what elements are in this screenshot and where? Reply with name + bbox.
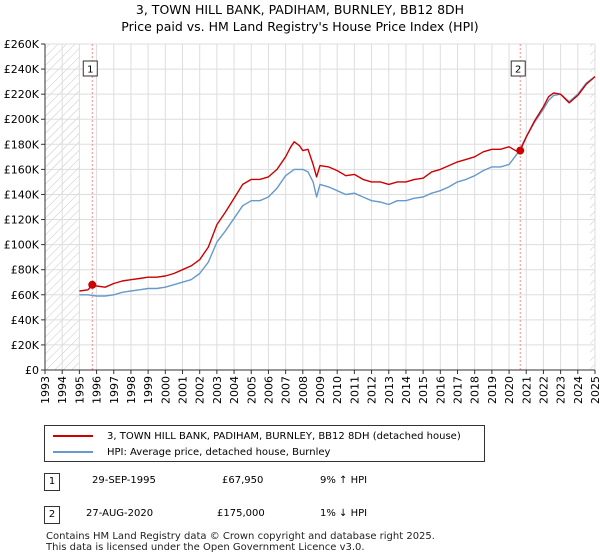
x-tick-label: 2024 xyxy=(572,376,585,404)
y-tick-label: £180K xyxy=(4,138,40,151)
y-tick-label: £140K xyxy=(4,188,40,201)
y-tick-label: £60K xyxy=(11,289,40,302)
x-tick-label: 2023 xyxy=(555,376,568,404)
y-tick-label: £200K xyxy=(4,113,40,126)
y-tick-label: £40K xyxy=(11,314,40,327)
y-tick-label: £260K xyxy=(4,38,40,51)
sale-price: £67,950 xyxy=(222,475,264,486)
x-tick-label: 2013 xyxy=(383,376,396,404)
sale-marker-label: 2 xyxy=(44,506,60,524)
x-tick-label: 2014 xyxy=(400,376,413,404)
chart-subtitle: Price paid vs. HM Land Registry's House … xyxy=(121,19,479,34)
y-tick-label: £20K xyxy=(11,339,40,352)
x-tick-label: 2019 xyxy=(486,376,499,404)
x-tick-label: 2010 xyxy=(331,376,344,404)
footer-line-1: Contains HM Land Registry data © Crown c… xyxy=(46,531,435,542)
legend-item-hpi: HPI: Average price, detached house, Burn… xyxy=(53,445,330,459)
sale-label: 1 xyxy=(87,65,93,76)
x-tick-label: 2001 xyxy=(177,376,190,404)
sale-row: 1 29-SEP-1995 £67,950 9% ↑ HPI xyxy=(0,473,600,495)
legend-label-property: 3, TOWN HILL BANK, PADIHAM, BURNLEY, BB1… xyxy=(107,430,461,442)
x-tick-label: 2000 xyxy=(159,376,172,404)
sale-label-box xyxy=(82,60,98,77)
x-tick-label: 2012 xyxy=(366,376,379,404)
no-data-region xyxy=(590,44,595,370)
y-tick-label: £100K xyxy=(4,239,40,252)
x-tick-label: 1995 xyxy=(73,376,86,404)
sale-point xyxy=(516,146,525,155)
chart-legend: 3, TOWN HILL BANK, PADIHAM, BURNLEY, BB1… xyxy=(44,425,485,462)
x-tick-label: 2022 xyxy=(537,376,550,404)
price-chart: 1 2 £0 £20K £40K £60K £80K £100K £120K £140K £160… xyxy=(4,38,600,404)
chart-title: 3, TOWN HILL BANK, PADIHAM, BURNLEY, BB1… xyxy=(135,2,465,17)
y-tick-label: £220K xyxy=(4,88,40,101)
y-tick-label: £120K xyxy=(4,214,40,227)
y-tick-label: £160K xyxy=(4,163,40,176)
x-tick-label: 2002 xyxy=(194,376,207,404)
sale-price: £175,000 xyxy=(217,508,265,519)
y-tick-label: £0 xyxy=(25,364,39,377)
sale-label-box xyxy=(510,60,526,77)
legend-item-property: 3, TOWN HILL BANK, PADIHAM, BURNLEY, BB1… xyxy=(53,429,461,443)
x-tick-label: 2008 xyxy=(297,376,310,404)
x-tick-label: 2021 xyxy=(520,376,533,404)
x-tick-label: 1998 xyxy=(125,376,138,404)
sale-marker-label: 1 xyxy=(44,473,60,491)
y-tick-label: £80K xyxy=(11,264,40,277)
x-tick-label: 2018 xyxy=(469,376,482,404)
x-tick-label: 2006 xyxy=(262,376,275,404)
x-tick-label: 2004 xyxy=(228,376,241,404)
y-tick-label: £240K xyxy=(4,63,40,76)
x-tick-label: 2025 xyxy=(589,376,600,404)
sale-date: 29-SEP-1995 xyxy=(92,475,156,486)
x-tick-label: 2017 xyxy=(452,376,465,404)
sale-hpi-diff: 9% ↑ HPI xyxy=(320,475,368,486)
footer: Contains HM Land Registry data © Crown c… xyxy=(46,531,435,553)
sale-row: 2 27-AUG-2020 £175,000 1% ↓ HPI xyxy=(0,506,600,528)
x-tick-label: 2007 xyxy=(280,376,293,404)
hpi-line xyxy=(79,76,596,297)
x-tick-label: 2015 xyxy=(417,376,430,404)
x-tick-label: 2016 xyxy=(434,376,447,404)
x-tick-label: 1999 xyxy=(142,376,155,404)
x-tick-label: 2009 xyxy=(314,376,327,404)
x-tick-label: 1996 xyxy=(91,376,104,404)
x-tick-label: 1997 xyxy=(108,376,121,404)
legend-label-hpi: HPI: Average price, detached house, Burn… xyxy=(107,446,331,458)
x-tick-label: 2020 xyxy=(503,376,516,404)
x-tick-label: 1993 xyxy=(39,376,52,404)
sale-hpi-diff: 1% ↓ HPI xyxy=(320,508,368,519)
x-tick-label: 2011 xyxy=(348,376,361,404)
x-tick-label: 2005 xyxy=(245,376,258,404)
legend-swatch-property xyxy=(53,435,93,437)
sale-label: 2 xyxy=(515,65,521,76)
legend-swatch-hpi xyxy=(53,451,93,453)
x-tick-label: 1994 xyxy=(56,376,69,404)
x-tick-label: 2003 xyxy=(211,376,224,404)
sale-date: 27-AUG-2020 xyxy=(86,508,154,519)
footer-line-2: This data is licensed under the Open Gov… xyxy=(46,542,365,553)
sale-point xyxy=(88,280,97,289)
